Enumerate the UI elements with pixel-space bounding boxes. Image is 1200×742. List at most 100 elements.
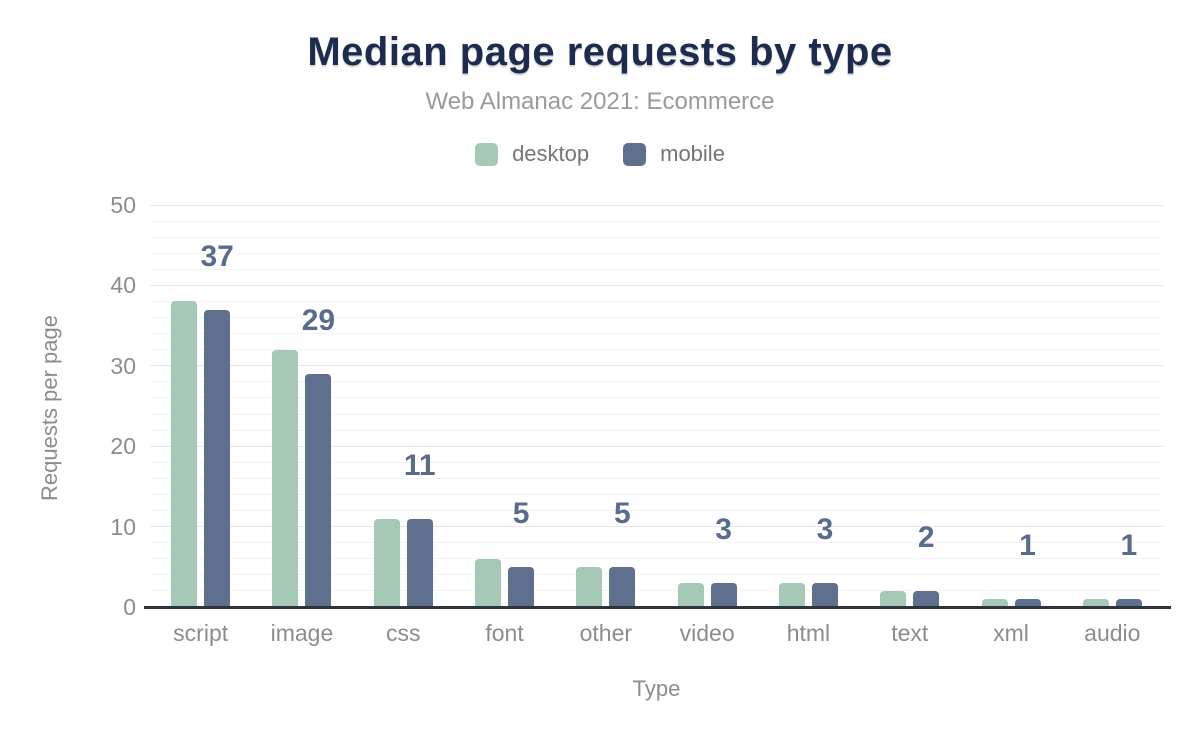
bar-pair-html (758, 582, 859, 607)
data-label-html: 3 (816, 512, 834, 546)
legend-label-mobile: mobile (660, 141, 725, 166)
gridline-minor (150, 236, 1163, 238)
y-tick-50: 50 (110, 192, 136, 218)
gridline-minor (150, 349, 1163, 351)
data-label-other: 5 (613, 496, 631, 530)
data-label-xml: 1 (1019, 528, 1036, 562)
bar-html-desktop[interactable] (778, 582, 805, 607)
category-other: 5 other (555, 205, 656, 646)
gridline-minor (150, 461, 1163, 463)
gridline-minor (150, 268, 1163, 270)
bar-font-mobile[interactable] (508, 566, 535, 607)
x-tick-image: image (270, 620, 334, 646)
gridline-minor (150, 300, 1163, 302)
gridline-major (150, 284, 1163, 286)
gridline-minor (150, 493, 1163, 495)
x-tick-video: video (679, 620, 735, 646)
bar-pair-text (859, 590, 960, 607)
bar-text-mobile[interactable] (913, 590, 940, 607)
category-audio: 1 audio (1062, 205, 1163, 646)
gridline-minor (150, 510, 1163, 512)
data-label-text: 2 (917, 520, 935, 554)
gridline-major (150, 526, 1163, 528)
gridline-minor (150, 590, 1163, 592)
bar-xml-desktop[interactable] (981, 598, 1008, 607)
y-tick-30: 30 (110, 352, 136, 379)
category-image: 29 image (251, 205, 352, 646)
y-tick-40: 40 (110, 272, 136, 299)
legend-item-mobile[interactable]: mobile (623, 141, 725, 167)
bar-other-desktop[interactable] (576, 566, 603, 607)
gridline-minor (150, 542, 1163, 544)
gridline-minor (150, 220, 1163, 222)
bar-script-desktop[interactable] (171, 301, 198, 607)
x-tick-text: text (891, 620, 929, 646)
bar-font-desktop[interactable] (475, 558, 502, 607)
category-script: 37 script (150, 205, 251, 646)
category-video: 3 video (656, 205, 757, 646)
y-axis-labels: 0 10 20 30 40 50 (70, 192, 136, 620)
bar-pair-xml (960, 598, 1061, 607)
gridline-minor (150, 381, 1163, 383)
x-tick-other: other (579, 620, 633, 646)
gridline-minor (150, 252, 1163, 254)
bar-video-mobile[interactable] (710, 582, 737, 607)
bar-html-mobile[interactable] (811, 582, 838, 607)
bar-pair-font (454, 558, 555, 607)
data-label-script: 37 (200, 239, 234, 273)
bar-css-desktop[interactable] (373, 518, 400, 607)
bar-pair-video (656, 582, 757, 607)
gridline-minor (150, 333, 1163, 335)
bars-row: 37 script 29 image 11 css 5 font 5 other 3 video 3 ht… (150, 205, 1163, 646)
legend-label-desktop: desktop (512, 141, 590, 166)
category-text: 2 text (859, 205, 960, 646)
category-xml: 1 xml (960, 205, 1061, 646)
x-axis-title: Type (632, 676, 681, 701)
category-font: 5 font (454, 205, 555, 646)
bar-audio-desktop[interactable] (1082, 598, 1109, 607)
legend-item-desktop[interactable]: desktop (475, 141, 589, 167)
x-tick-css: css (385, 620, 421, 646)
gridline-major (150, 445, 1163, 447)
x-tick-script: script (173, 620, 229, 646)
bar-pair-css (353, 518, 454, 607)
bar-css-mobile[interactable] (406, 518, 433, 607)
bar-pair-script (150, 301, 251, 607)
bar-pair-audio (1062, 598, 1163, 607)
desktop-swatch-icon (475, 142, 499, 166)
gridline-major (150, 365, 1163, 367)
x-tick-html: html (786, 620, 831, 646)
gridline-minor (150, 574, 1163, 576)
category-css: 11 css (353, 205, 454, 646)
bar-pair-other (555, 566, 656, 607)
x-axis-line (144, 606, 1171, 609)
y-tick-20: 20 (110, 433, 136, 460)
gridline-minor (150, 413, 1163, 415)
mobile-swatch-icon (623, 142, 647, 166)
chart-subtitle: Web Almanac 2021: Ecommerce (425, 88, 775, 115)
bar-script-mobile[interactable] (204, 309, 231, 607)
bar-other-mobile[interactable] (609, 566, 636, 607)
gridline-minor (150, 397, 1163, 399)
data-label-css: 11 (403, 448, 436, 482)
data-label-video: 3 (715, 512, 732, 546)
gridline-minor (150, 477, 1163, 479)
gridline-minor (150, 317, 1163, 319)
bar-image-mobile[interactable] (305, 373, 332, 607)
bar-pair-image (251, 349, 352, 607)
y-tick-0: 0 (123, 594, 136, 620)
gridline-minor (150, 558, 1163, 560)
bar-xml-mobile[interactable] (1014, 598, 1041, 607)
bar-image-desktop[interactable] (272, 349, 299, 607)
plot-area: 0 10 20 30 40 50 37 script 29 image 11 css 5 font 5 ot… (110, 192, 1171, 646)
gridline-major (150, 204, 1163, 206)
x-tick-xml: xml (993, 620, 1029, 646)
y-axis-title: Requests per page (37, 315, 62, 501)
data-label-font: 5 (512, 496, 530, 530)
bar-video-desktop[interactable] (677, 582, 704, 607)
data-label-image: 29 (301, 303, 336, 337)
category-html: 3 html (758, 205, 859, 646)
bar-text-desktop[interactable] (880, 590, 907, 607)
bar-audio-mobile[interactable] (1115, 598, 1142, 607)
